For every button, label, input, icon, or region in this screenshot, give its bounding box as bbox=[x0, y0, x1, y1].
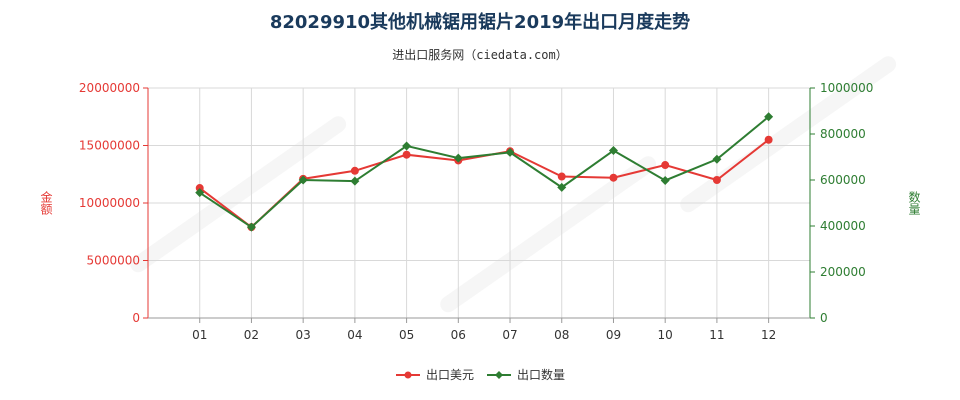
legend-label: 出口数量 bbox=[517, 367, 565, 382]
y-right-tick-label: 200000 bbox=[820, 265, 866, 279]
data-point-quantity bbox=[505, 147, 515, 157]
y-left-axis-title: 金额 bbox=[39, 190, 53, 216]
data-point-usd bbox=[350, 166, 359, 175]
data-point-quantity bbox=[195, 188, 205, 198]
data-point-usd bbox=[764, 135, 773, 144]
y-left-tick-label: 5000000 bbox=[87, 254, 140, 268]
series-layer bbox=[195, 112, 774, 232]
data-point-usd bbox=[661, 161, 670, 170]
data-point-quantity bbox=[764, 112, 774, 122]
axes-layer: 0 5000000 10000000 15000000 20000000 0 200000 4… bbox=[39, 81, 921, 342]
y-right-tick-label: 600000 bbox=[820, 173, 866, 187]
chart-title: 82029910其他机械锯用锯片2019年出口月度走势 bbox=[269, 12, 691, 33]
y-right-axis-title: 数量 bbox=[907, 190, 921, 215]
data-point-quantity bbox=[298, 175, 308, 185]
x-tick-label: 09 bbox=[606, 328, 621, 342]
data-point-usd bbox=[402, 150, 411, 159]
y-left-tick-label: 15000000 bbox=[79, 139, 140, 153]
y-left-tick-label: 0 bbox=[132, 311, 140, 325]
data-point-quantity bbox=[660, 175, 670, 185]
x-tick-label: 12 bbox=[761, 328, 776, 342]
watermark-mark bbox=[130, 116, 347, 273]
data-point-quantity bbox=[557, 182, 567, 192]
x-tick-label: 08 bbox=[554, 328, 569, 342]
data-point-usd bbox=[712, 176, 721, 184]
data-point-usd bbox=[557, 172, 566, 181]
legend: 出口美元 出口数量 bbox=[396, 367, 565, 382]
data-point-usd bbox=[195, 184, 204, 193]
x-tick-label: 07 bbox=[502, 328, 517, 342]
x-tick-label: 03 bbox=[296, 328, 311, 342]
series-line-2 bbox=[199, 115, 770, 229]
data-point-usd bbox=[609, 173, 618, 182]
x-tick-label: 04 bbox=[347, 328, 362, 342]
data-point-quantity bbox=[350, 176, 360, 186]
data-point-quantity bbox=[608, 146, 618, 156]
y-right-tick-label: 0 bbox=[820, 311, 828, 325]
x-tick-label: 01 bbox=[192, 328, 207, 342]
chart-subtitle: 进出口服务网（ciedata.com） bbox=[392, 48, 568, 62]
y-right-tick-label: 400000 bbox=[820, 219, 866, 233]
x-tick-label: 05 bbox=[399, 328, 414, 342]
y-right-tick-label: 800000 bbox=[820, 127, 866, 141]
legend-swatch-marker bbox=[495, 371, 503, 379]
legend-swatch-marker bbox=[404, 371, 412, 379]
data-point-quantity bbox=[453, 153, 463, 163]
y-right-tick-label: 1000000 bbox=[820, 81, 873, 95]
y-left-tick-label: 10000000 bbox=[79, 196, 140, 210]
x-tick-label: 02 bbox=[244, 328, 259, 342]
watermark-layer bbox=[130, 56, 897, 313]
x-tick-label: 11 bbox=[709, 328, 724, 342]
watermark-mark bbox=[440, 156, 657, 313]
x-tick-label: 06 bbox=[451, 328, 466, 342]
watermark-mark bbox=[680, 56, 897, 213]
legend-label: 出口美元 bbox=[426, 368, 474, 382]
y-left-tick-label: 20000000 bbox=[79, 81, 140, 95]
x-tick-label: 10 bbox=[658, 328, 673, 342]
data-point-quantity bbox=[712, 154, 722, 164]
data-point-quantity bbox=[402, 141, 412, 151]
data-point-quantity bbox=[246, 222, 256, 232]
